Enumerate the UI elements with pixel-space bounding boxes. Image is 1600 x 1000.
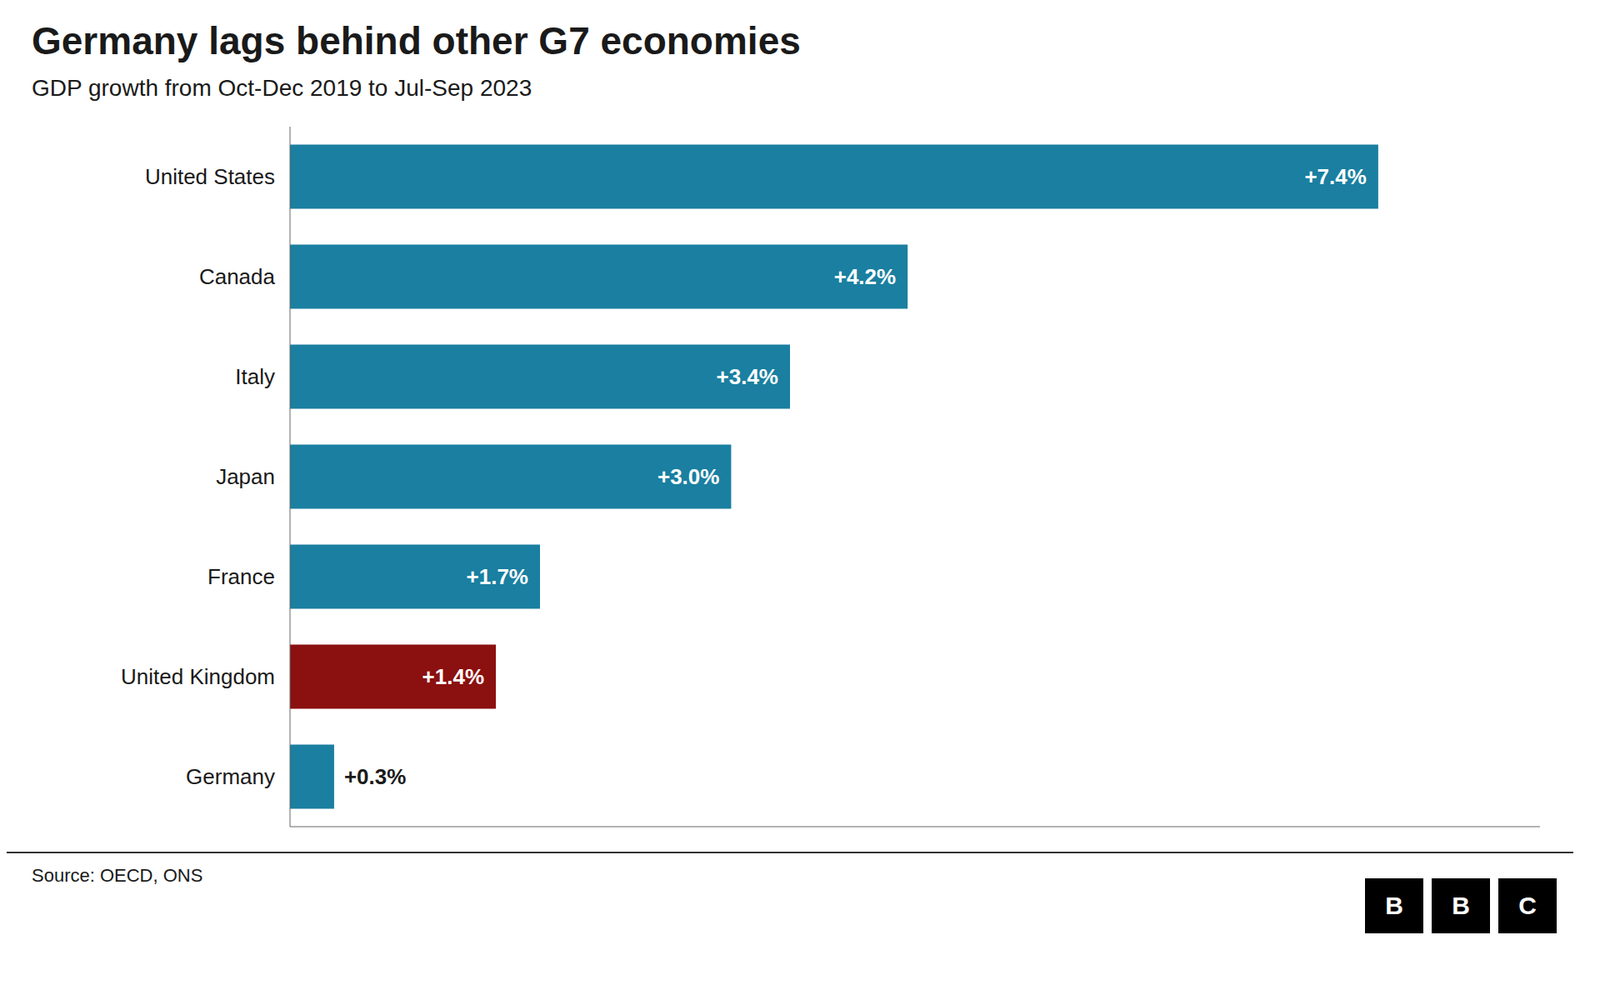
svg-text:+3.4%: +3.4% xyxy=(716,364,779,390)
svg-text:Italy: Italy xyxy=(235,364,275,390)
svg-text:+1.4%: +1.4% xyxy=(422,664,485,690)
svg-text:Canada: Canada xyxy=(199,264,276,290)
svg-text:+1.7%: +1.7% xyxy=(466,564,529,590)
html-text:B: B xyxy=(1385,891,1404,920)
svg-text:+7.4%: +7.4% xyxy=(1304,164,1366,190)
svg-text:+3.0%: +3.0% xyxy=(657,464,720,490)
svg-text:France: France xyxy=(207,564,275,590)
svg-text:Germany: Germany xyxy=(185,764,275,790)
svg-text:+0.3%: +0.3% xyxy=(344,764,406,790)
svg-text:+4.2%: +4.2% xyxy=(834,264,896,290)
svg-text:United States: United States xyxy=(145,164,275,190)
svg-text:Japan: Japan xyxy=(215,464,275,490)
html-text:B: B xyxy=(1451,891,1470,920)
html-text:Germany lags behind other G7 e: Germany lags behind other G7 economies xyxy=(31,19,801,63)
html-text:Source: OECD, ONS: Source: OECD, ONS xyxy=(31,865,203,886)
html-text:GDP growth from Oct-Dec 2019 t: GDP growth from Oct-Dec 2019 to Jul-Sep … xyxy=(31,75,532,101)
svg-text:United Kingdom: United Kingdom xyxy=(120,664,275,690)
html-text:C: C xyxy=(1518,891,1537,920)
